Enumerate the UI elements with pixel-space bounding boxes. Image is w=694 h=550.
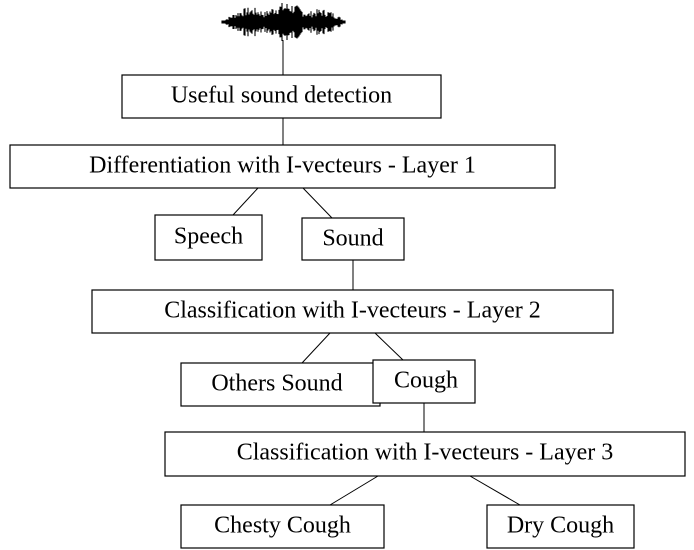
connector — [301, 332, 331, 364]
node: Cough — [372, 359, 476, 404]
node: Others Sound — [180, 362, 381, 407]
node-label: Others Sound — [211, 371, 342, 397]
node: Sound — [301, 217, 405, 261]
node: Useful sound detection — [121, 74, 442, 119]
waveform — [221, 2, 346, 42]
node-label: Speech — [174, 224, 243, 250]
connector — [302, 187, 333, 219]
node: Dry Cough — [486, 504, 635, 549]
connector — [469, 475, 521, 506]
node-label: Chesty Cough — [214, 513, 351, 539]
node: Differentiation with I-vecteurs - Layer … — [9, 144, 556, 189]
node-label: Useful sound detection — [171, 83, 392, 109]
connector — [232, 187, 259, 216]
node-label: Classification with I-vecteurs - Layer 2 — [164, 298, 541, 324]
node-box — [486, 504, 635, 549]
node: Chesty Cough — [180, 504, 385, 549]
connector — [329, 475, 379, 506]
connector — [374, 332, 404, 361]
node-label: Sound — [322, 226, 383, 252]
node: Classification with I-vecteurs - Layer 3 — [164, 431, 686, 477]
node-box — [180, 362, 381, 407]
connectors — [232, 40, 521, 506]
node-label: Classification with I-vecteurs - Layer 3 — [237, 440, 614, 466]
node-box — [121, 74, 442, 119]
node: Classification with I-vecteurs - Layer 2 — [91, 289, 614, 334]
node-label: Cough — [394, 368, 458, 394]
node-box — [180, 504, 385, 549]
node-box — [91, 289, 614, 334]
node-box — [372, 359, 476, 404]
node: Speech — [154, 214, 263, 261]
node-label: Dry Cough — [507, 513, 614, 539]
node-box — [154, 214, 263, 261]
node-box — [9, 144, 556, 189]
waveform-icon — [221, 2, 346, 42]
node-label: Differentiation with I-vecteurs - Layer … — [89, 153, 476, 179]
node-box — [301, 217, 405, 261]
node-box — [164, 431, 686, 477]
